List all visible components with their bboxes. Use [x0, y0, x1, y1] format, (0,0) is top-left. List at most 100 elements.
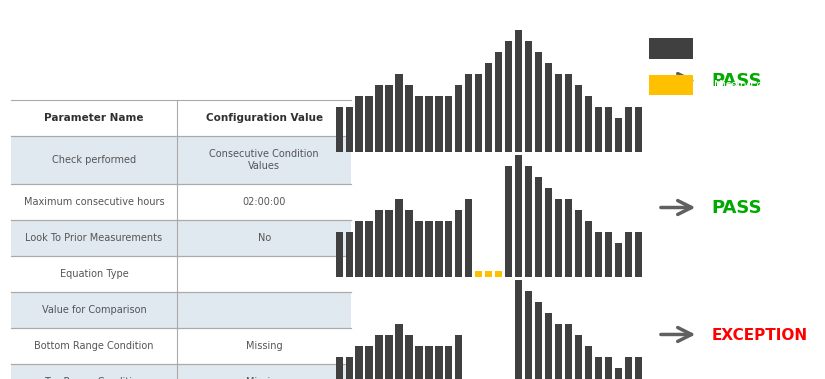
Bar [535, 177, 542, 277]
Bar [11, 220, 351, 256]
Text: PASS: PASS [711, 72, 762, 91]
Bar [605, 232, 612, 277]
Bar [505, 41, 512, 152]
Text: Consecutive Condition
Values: Consecutive Condition Values [210, 149, 319, 171]
Text: Missing: Missing [246, 377, 283, 379]
Bar [405, 85, 412, 152]
Bar [585, 221, 592, 277]
Text: 02:00:00: 02:00:00 [243, 197, 286, 207]
Bar [635, 232, 642, 277]
Bar [426, 96, 432, 152]
Bar [605, 357, 612, 379]
Bar [465, 74, 473, 152]
Bar [526, 41, 532, 152]
Bar [446, 221, 452, 277]
Bar [475, 74, 483, 152]
Bar [465, 199, 473, 277]
Bar [635, 107, 642, 152]
Bar [436, 96, 442, 152]
Bar [575, 335, 582, 379]
Bar [635, 357, 642, 379]
Bar [426, 221, 432, 277]
Bar [455, 85, 463, 152]
Bar [356, 221, 363, 277]
Bar [535, 302, 542, 379]
Bar [405, 335, 412, 379]
Bar [385, 85, 393, 152]
Bar [625, 357, 632, 379]
Bar [585, 346, 592, 379]
Text: Check performed: Check performed [52, 155, 136, 165]
Bar [11, 256, 351, 292]
Bar [375, 85, 383, 152]
Bar [605, 107, 612, 152]
Bar [545, 63, 552, 152]
Text: PASS: PASS [711, 199, 762, 218]
Bar [415, 96, 422, 152]
Text: Maximum consecutive hours: Maximum consecutive hours [24, 197, 164, 207]
Text: Value for Comparison: Value for Comparison [41, 305, 146, 315]
Bar [495, 52, 502, 152]
Bar [415, 221, 422, 277]
Bar [555, 324, 563, 379]
Bar [336, 357, 342, 379]
Bar [625, 232, 632, 277]
Bar [405, 210, 412, 277]
Text: EXCEPTION: EXCEPTION [711, 328, 808, 343]
Bar [615, 243, 622, 277]
Bar [595, 357, 602, 379]
Bar [648, 38, 693, 59]
Bar [365, 96, 373, 152]
Bar [535, 52, 542, 152]
Bar [485, 63, 493, 152]
Bar [346, 357, 353, 379]
Bar [625, 107, 632, 152]
Bar [346, 107, 353, 152]
Bar [11, 136, 351, 184]
Text: Configuration Value: Configuration Value [205, 113, 323, 124]
Bar [565, 199, 573, 277]
Bar [356, 346, 363, 379]
Bar [595, 232, 602, 277]
Bar [11, 364, 351, 379]
Text: No: No [257, 233, 271, 243]
Bar [446, 346, 452, 379]
Bar [475, 271, 483, 277]
Text: Top Range Condition: Top Range Condition [44, 377, 144, 379]
Text: = Regular data: = Regular data [702, 44, 781, 54]
Text: Bottom Range Condition: Bottom Range Condition [35, 341, 153, 351]
Bar [526, 291, 532, 379]
Bar [375, 335, 383, 379]
Bar [575, 210, 582, 277]
Bar [565, 324, 573, 379]
Bar [11, 184, 351, 220]
Bar [595, 107, 602, 152]
Bar [575, 85, 582, 152]
Bar [336, 232, 342, 277]
Bar [515, 155, 522, 277]
Bar [395, 324, 403, 379]
Text: Look To Prior Measurements: Look To Prior Measurements [26, 233, 163, 243]
Bar [11, 328, 351, 364]
Bar [415, 346, 422, 379]
Bar [515, 30, 522, 152]
Bar [395, 74, 403, 152]
Bar [455, 335, 463, 379]
Bar [526, 166, 532, 277]
Bar [436, 221, 442, 277]
Bar [436, 346, 442, 379]
Bar [505, 166, 512, 277]
Bar [455, 210, 463, 277]
Bar [648, 75, 693, 96]
Text: = Missing data: = Missing data [702, 80, 780, 90]
Bar [615, 118, 622, 152]
Bar [615, 368, 622, 379]
Bar [385, 335, 393, 379]
Bar [545, 313, 552, 379]
Bar [545, 188, 552, 277]
Bar [385, 210, 393, 277]
Bar [555, 74, 563, 152]
Bar [495, 271, 502, 277]
Bar [446, 96, 452, 152]
Bar [346, 232, 353, 277]
